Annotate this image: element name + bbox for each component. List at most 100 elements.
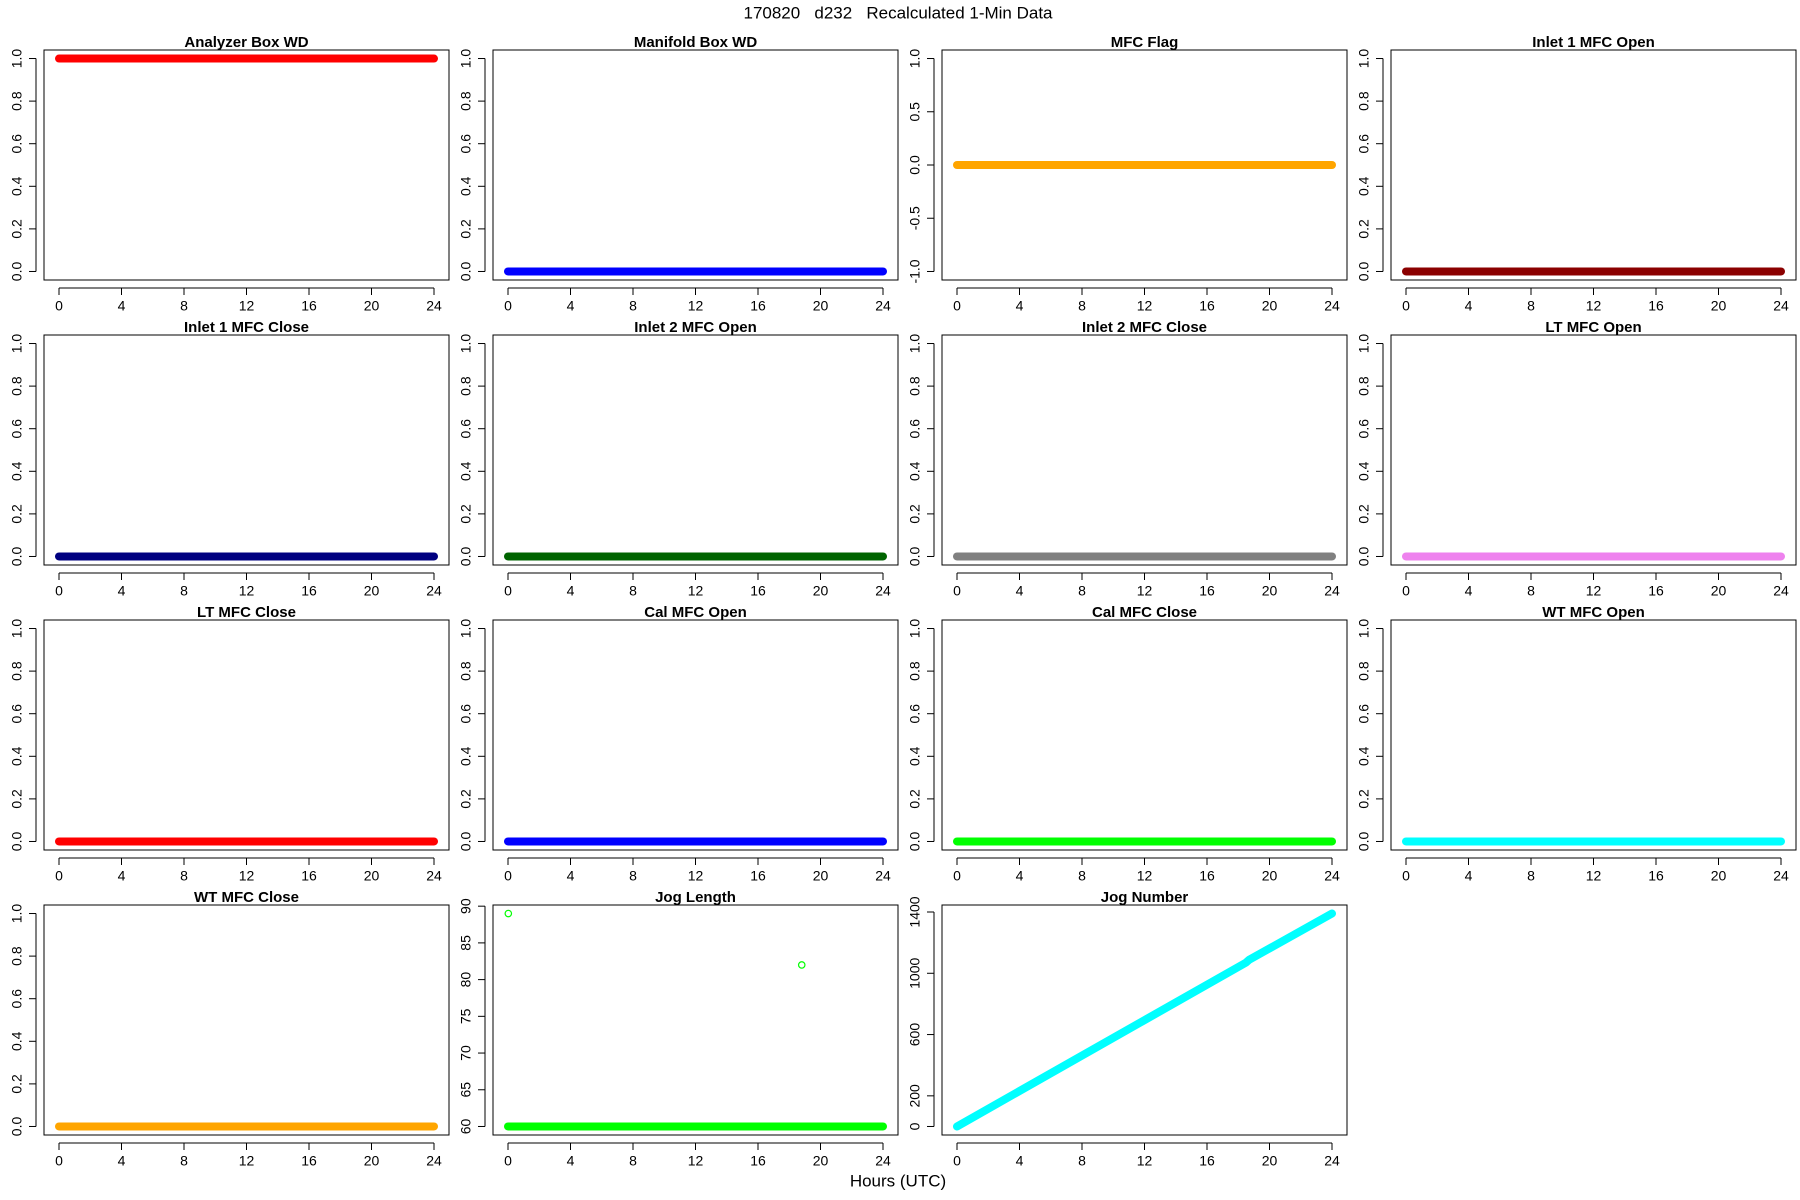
y-tick-label: 0.6 — [9, 419, 25, 439]
x-tick-label: 8 — [629, 583, 637, 599]
x-tick-label: 20 — [1262, 1153, 1278, 1169]
y-tick-label: 0.6 — [1356, 704, 1372, 724]
x-tick-label: 16 — [301, 1153, 317, 1169]
x-tick-label: 0 — [55, 583, 63, 599]
x-tick-label: 8 — [629, 1153, 637, 1169]
plot-frame — [43, 904, 450, 1136]
y-tick-label: 1.0 — [458, 619, 474, 639]
y-tick-label: -0.5 — [907, 206, 923, 230]
y-tick-label: 0.4 — [458, 176, 474, 196]
data-point — [504, 909, 513, 918]
x-tick-label: 0 — [953, 298, 961, 314]
y-tick-label: 0.0 — [1356, 262, 1372, 282]
x-tick-label: 0 — [1402, 298, 1410, 314]
y-tick-label: 0.2 — [1356, 504, 1372, 524]
x-tick-label: 4 — [118, 583, 126, 599]
y-tick-label: 0.6 — [9, 989, 25, 1009]
x-tick-label: 12 — [1137, 583, 1153, 599]
x-tick-label: 4 — [567, 868, 575, 884]
x-tick-label: 8 — [180, 298, 188, 314]
panel-title: WT MFC Open — [1542, 604, 1644, 621]
x-tick-label: 4 — [1016, 1153, 1024, 1169]
panel-title: Inlet 2 MFC Close — [1082, 319, 1207, 336]
y-tick-label: 0.2 — [9, 789, 25, 809]
x-tick-label: 16 — [301, 583, 317, 599]
x-tick-label: 8 — [629, 298, 637, 314]
x-tick-label: 24 — [426, 583, 442, 599]
x-tick-label: 0 — [504, 868, 512, 884]
y-tick-label: 0.0 — [9, 547, 25, 567]
plot-frame — [941, 619, 1348, 851]
x-tick-label: 24 — [875, 1153, 891, 1169]
x-tick-label: 16 — [1648, 868, 1664, 884]
y-tick-label: 0.4 — [9, 176, 25, 196]
y-tick-label: 200 — [907, 1084, 923, 1108]
y-tick-label: 600 — [907, 1023, 923, 1047]
panel-title: Analyzer Box WD — [184, 34, 308, 51]
y-tick-label: 0.2 — [1356, 219, 1372, 239]
data-point — [797, 961, 806, 969]
y-tick-label: 0.4 — [1356, 176, 1372, 196]
y-tick-label: 0.2 — [9, 219, 25, 239]
y-tick-label: 0.2 — [458, 219, 474, 239]
x-tick-label: 20 — [813, 583, 829, 599]
y-tick-label: 1.0 — [9, 904, 25, 924]
y-tick-label: 0.4 — [9, 461, 25, 481]
y-tick-label: 1.0 — [907, 334, 923, 354]
y-tick-label: 1.0 — [9, 49, 25, 69]
panel-title: Jog Number — [1101, 889, 1189, 906]
panel-title: Jog Length — [655, 889, 736, 906]
x-tick-label: 8 — [1078, 868, 1086, 884]
y-tick-label: 0.4 — [458, 461, 474, 481]
y-tick-label: 0.8 — [1356, 376, 1372, 396]
y-tick-label: 75 — [458, 1008, 474, 1024]
y-tick-label: 0.8 — [458, 91, 474, 111]
x-tick-label: 20 — [364, 1153, 380, 1169]
x-tick-label: 8 — [1527, 298, 1535, 314]
y-tick-label: 0.6 — [907, 704, 923, 724]
x-tick-label: 4 — [1016, 298, 1024, 314]
y-tick-label: 0.2 — [907, 504, 923, 524]
y-tick-label: 60 — [458, 1118, 474, 1134]
x-tick-label: 24 — [426, 298, 442, 314]
x-tick-label: 16 — [1648, 583, 1664, 599]
x-tick-label: 16 — [1648, 298, 1664, 314]
x-tick-label: 12 — [1137, 1153, 1153, 1169]
x-tick-label: 8 — [629, 868, 637, 884]
x-tick-label: 24 — [1324, 868, 1340, 884]
x-tick-label: 24 — [426, 868, 442, 884]
x-tick-label: 20 — [1262, 868, 1278, 884]
y-tick-label: 0.4 — [907, 461, 923, 481]
y-tick-label: 0 — [907, 1122, 923, 1130]
x-tick-label: 16 — [750, 583, 766, 599]
y-tick-label: 1000 — [907, 957, 923, 988]
panel-title: Manifold Box WD — [634, 34, 757, 51]
y-tick-label: 0.8 — [1356, 91, 1372, 111]
y-tick-label: 0.0 — [1356, 547, 1372, 567]
y-tick-label: 0.6 — [1356, 134, 1372, 154]
y-tick-label: 0.8 — [907, 661, 923, 681]
plot-frame — [43, 334, 450, 566]
y-tick-label: 0.6 — [458, 704, 474, 724]
x-tick-label: 8 — [1078, 1153, 1086, 1169]
y-tick-label: 0.0 — [9, 262, 25, 282]
x-tick-label: 4 — [1016, 583, 1024, 599]
x-tick-label: 20 — [1262, 298, 1278, 314]
y-tick-label: 90 — [458, 898, 474, 914]
panel-title: Cal MFC Open — [644, 604, 747, 621]
y-tick-label: 1.0 — [458, 49, 474, 69]
figure-title: 170820 d232 Recalculated 1-Min Data — [743, 3, 1053, 22]
y-tick-label: 0.0 — [458, 262, 474, 282]
y-tick-label: 0.6 — [9, 704, 25, 724]
x-tick-label: 12 — [239, 298, 255, 314]
y-tick-label: 1400 — [907, 896, 923, 927]
y-tick-label: 0.8 — [9, 91, 25, 111]
x-tick-label: 12 — [688, 298, 704, 314]
panel-title: LT MFC Close — [197, 604, 296, 621]
y-tick-label: 0.2 — [458, 789, 474, 809]
x-tick-label: 20 — [1711, 583, 1727, 599]
y-tick-label: 0.4 — [9, 1031, 25, 1051]
x-tick-label: 20 — [1711, 868, 1727, 884]
x-tick-label: 8 — [1078, 583, 1086, 599]
